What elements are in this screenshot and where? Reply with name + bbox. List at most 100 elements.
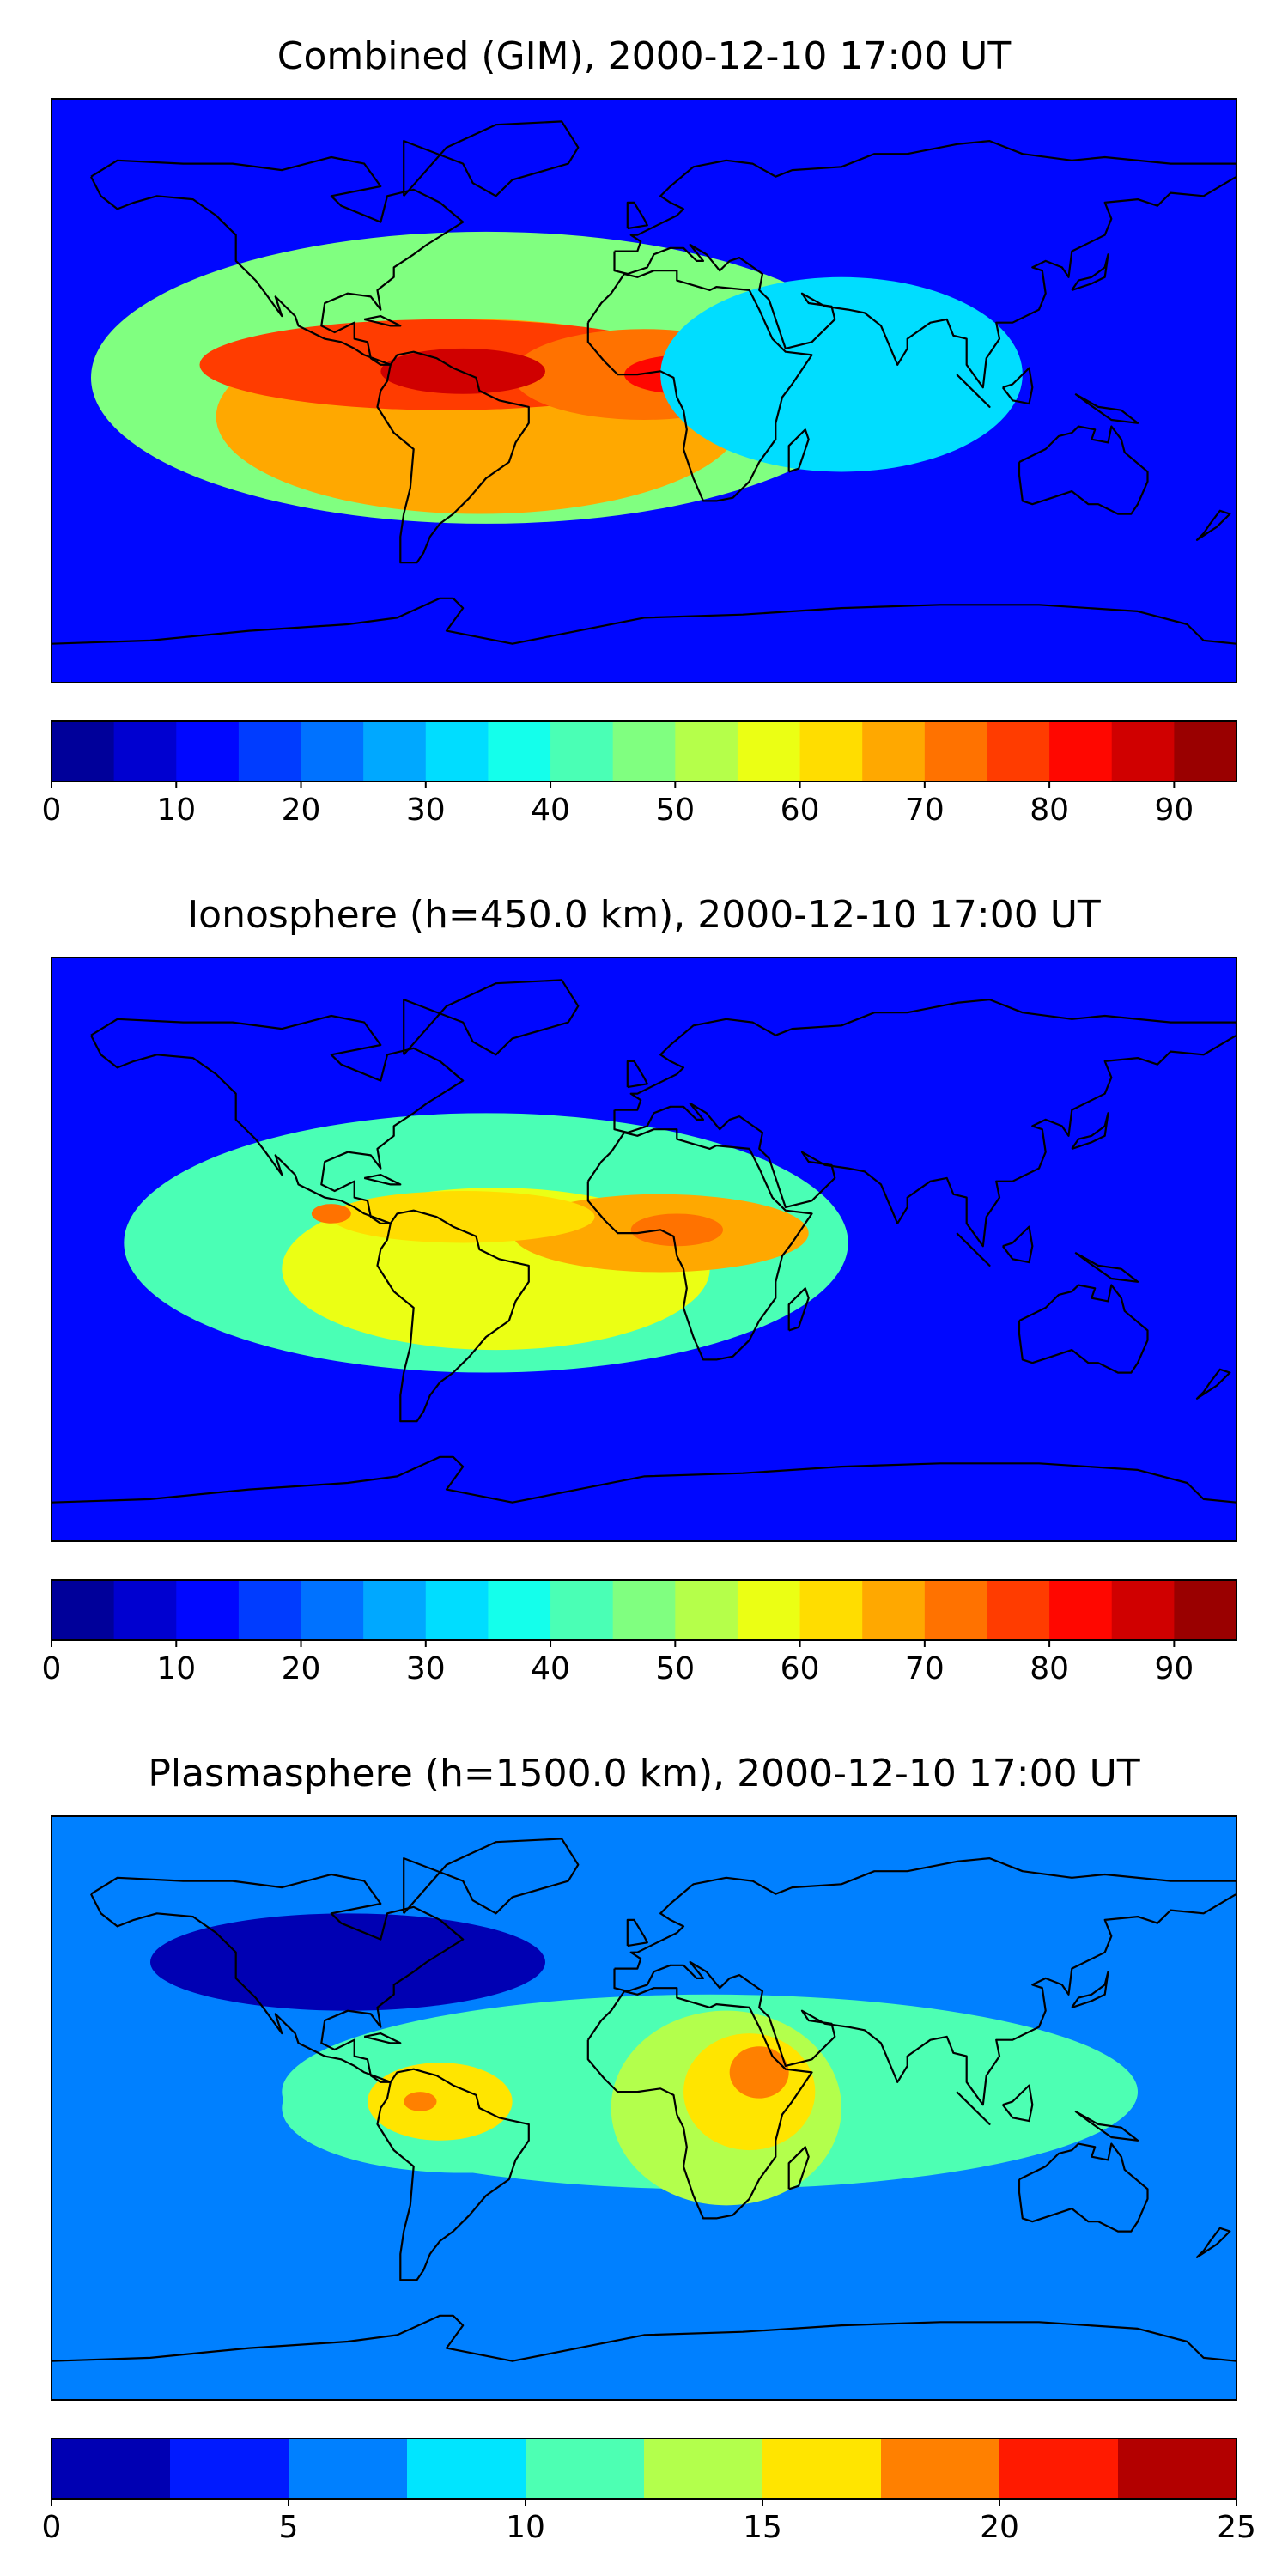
colorbar-tick-label: 10 [506,2510,545,2545]
coastline [90,155,465,366]
colorbar-segment [675,1580,738,1640]
coastline [90,1014,465,1224]
coastline [586,1987,813,2220]
colorbar-segment [1049,1580,1113,1640]
colorbar-tick-label: 15 [743,2510,782,2545]
coastline [52,1455,1236,1504]
colorbar-segment [488,721,551,781]
colorbar-tick-label: 70 [905,1651,945,1686]
coastline [956,1232,991,1267]
colorbar-tick-label: 25 [1217,2510,1256,2545]
coastline [626,1060,648,1089]
coastline [376,1209,530,1423]
tec-field [52,957,1236,1541]
coastline [1071,1971,1109,2008]
colorbar-segment [1118,2439,1237,2499]
tec-contour [404,2092,437,2111]
tec-contour [150,1913,545,2011]
colorbar-segment [176,721,240,781]
coastline [1074,392,1139,424]
coastline [787,2146,810,2190]
colorbar-segment [924,721,987,781]
colorbar-segment [1174,721,1237,781]
coastline [1074,1251,1139,1283]
colorbar-segment [52,2439,171,2499]
colorbar-tick-label: 0 [42,793,62,828]
coastline [613,140,1236,389]
colorbar-segment [675,721,738,781]
coastline [363,2032,402,2044]
coastline [626,1918,648,1947]
colorbar-segment [425,1580,489,1640]
colorbar-tick-label: 0 [42,2510,62,2545]
colorbar-tick-label: 0 [42,1651,62,1686]
colorbar-tick-label: 30 [406,793,446,828]
colorbar-tick-label: 90 [1154,793,1194,828]
colorbar-tick-label: 20 [282,793,321,828]
colorbar-segment [612,1580,676,1640]
tec-field [52,99,1236,683]
colorbar-segment [52,1580,115,1640]
panel-combined: Combined (GIM), 2000-12-10 17:00 UT 0 10 2… [0,0,1288,859]
coastline [787,428,810,473]
colorbar-segment [550,721,614,781]
colorbar-tick-label: 20 [282,1651,321,1686]
colorbar-segment [550,1580,614,1640]
coastline [1195,2227,1231,2258]
coastline [613,1857,1236,2106]
colorbar-segment [762,2439,882,2499]
panel-plasmasphere: Plasmasphere (h=1500.0 km), 2000-12-10 1… [0,1717,1288,2576]
tec-map-plasmasphere: 0 5 10 15 20 25 [42,1815,1256,2545]
colorbar-tick-label: 60 [781,1651,820,1686]
colorbar-segment [526,2439,645,2499]
panel-title: Combined (GIM), 2000-12-10 17:00 UT [276,34,1012,78]
colorbar-segment [238,1580,302,1640]
colorbar-segment [52,721,115,781]
coastline [1071,253,1109,291]
panel-title: Ionosphere (h=450.0 km), 2000-12-10 17:0… [187,893,1101,937]
coastline [363,315,402,327]
map-frame [51,957,1237,1542]
map-frame [51,98,1237,683]
colorbar-segment [301,1580,364,1640]
coastline [403,1838,580,1915]
coastline [1018,2142,1149,2233]
coastline [626,201,648,230]
coastline [956,374,991,408]
tec-contour [331,1191,595,1243]
coastline [376,2068,530,2281]
coastline [586,270,813,502]
colorbar-segment [1049,721,1113,781]
coastline [403,120,580,197]
coastline [1001,1225,1034,1264]
colorbar-segment [862,721,926,781]
colorbar-segment [799,721,863,781]
colorbar-frame [51,1579,1237,1641]
tec-contour [729,2046,789,2099]
colorbar-segment [987,721,1050,781]
panel-title: Plasmasphere (h=1500.0 km), 2000-12-10 1… [148,1752,1140,1795]
colorbar-segment [289,2439,408,2499]
tec-field [52,1816,1236,2400]
coastline [363,1174,402,1186]
colorbar-segment [407,2439,526,2499]
colorbar-segment [363,721,427,781]
colorbar-segment [1111,721,1175,781]
coastline [1195,1368,1231,1400]
colorbar-segment [170,2439,289,2499]
colorbar-segment [737,721,801,781]
colorbar-tick-label: 80 [1030,793,1069,828]
coastline [403,979,580,1056]
tec-map-ionosphere: 0 10 20 30 40 50 60 70 80 90 [42,957,1237,1686]
tec-contour [660,276,1023,472]
tec-map-combined: 0 10 20 30 40 50 60 70 80 90 [42,98,1237,828]
colorbar-tick-label: 50 [655,1651,695,1686]
colorbar-tick-label: 70 [905,793,945,828]
colorbar-segment [881,2439,1000,2499]
tec-contour [630,1213,723,1247]
colorbar-tick-label: 30 [406,1651,446,1686]
colorbar-tick-label: 50 [655,793,695,828]
coastline [52,597,1236,645]
coastline [956,2091,991,2125]
colorbar-tick-label: 60 [781,793,820,828]
